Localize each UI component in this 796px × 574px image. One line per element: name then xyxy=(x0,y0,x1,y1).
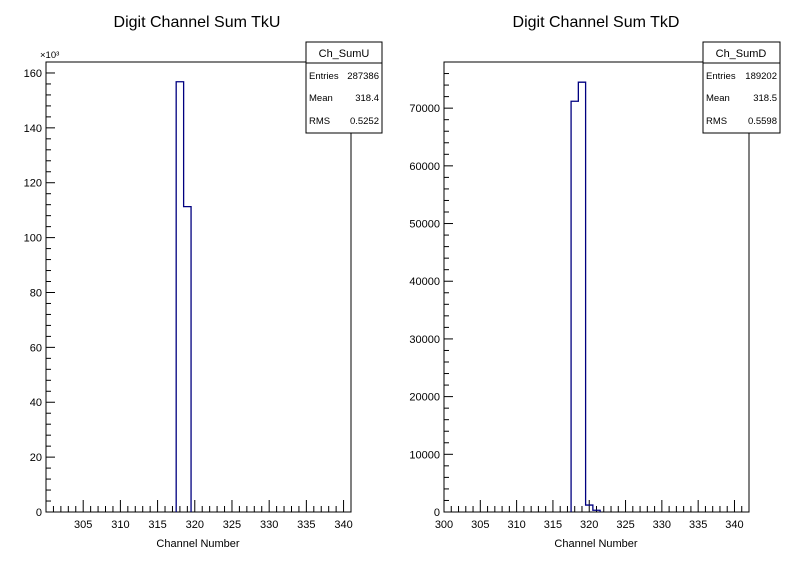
x-tick-label: 325 xyxy=(616,519,634,531)
x-tick-label: 305 xyxy=(74,519,92,531)
histogram-outline xyxy=(570,81,601,512)
stats-label-mean-tkd: Mean xyxy=(706,93,730,104)
stats-value-entries-tkd: 189202 xyxy=(745,71,777,82)
x-tick-label: 340 xyxy=(725,519,743,531)
stats-label-entries-tku: Entries xyxy=(309,71,339,82)
chart-title-tkd: Digit Channel Sum TkD xyxy=(513,14,680,31)
y-tick-label: 10000 xyxy=(409,449,440,461)
histogram-bin xyxy=(571,101,578,512)
chart-title-tku: Digit Channel Sum TkU xyxy=(114,14,281,31)
stats-value-rms-tku: 0.5252 xyxy=(350,116,379,127)
stats-box-name-tku: Ch_SumU xyxy=(319,48,370,60)
y-tick-label: 0 xyxy=(434,507,440,519)
y-axis-ticks-tkd: 0 10000 20000 30000 40000 50000 60000 70000 xyxy=(409,61,453,519)
plot-frame-tku xyxy=(45,61,352,513)
y-tick-label: 100 xyxy=(24,233,42,245)
x-tick-label: 320 xyxy=(580,519,598,531)
x-tick-label: 315 xyxy=(544,519,562,531)
x-tick-label: 315 xyxy=(148,519,166,531)
x-tick-label: 335 xyxy=(689,519,707,531)
y-tick-label: 160 xyxy=(24,68,42,80)
histogram-bin xyxy=(176,82,183,512)
y-axis-ticks-tku: 0 20 40 60 80 100 120 140 160 xyxy=(24,61,55,519)
histogram-panel-tku: Digit Channel Sum TkU 305 310 315 320 325 330… xyxy=(24,14,383,550)
y-tick-label: 0 xyxy=(36,507,42,519)
y-tick-label: 120 xyxy=(24,178,42,190)
stats-label-entries-tkd: Entries xyxy=(706,71,736,82)
x-axis-title-tku: Channel Number xyxy=(156,538,239,550)
x-tick-label: 330 xyxy=(653,519,671,531)
y-tick-label: 40 xyxy=(30,397,42,409)
stats-box-tkd: Ch_SumD Entries 189202 Mean 318.5 RMS 0.… xyxy=(702,41,781,134)
y-tick-label: 60 xyxy=(30,342,42,354)
histogram-outline xyxy=(175,81,192,512)
stats-box-frame-tkd xyxy=(702,41,781,134)
y-tick-label: 40000 xyxy=(409,276,440,288)
stats-box-frame-tku xyxy=(305,41,383,134)
histogram-bin xyxy=(184,207,191,512)
stats-value-entries-tku: 287386 xyxy=(347,71,379,82)
stats-box-name-tkd: Ch_SumD xyxy=(716,48,767,60)
histogram-panel-tkd: Digit Channel Sum TkD 300 305 310 315 320 325… xyxy=(409,14,781,550)
stats-value-mean-tkd: 318.5 xyxy=(753,93,777,104)
x-axis-ticks-tkd: 300 305 310 315 320 325 330 335 340 xyxy=(435,500,750,531)
x-tick-label: 300 xyxy=(435,519,453,531)
stats-label-rms-tkd: RMS xyxy=(706,116,727,127)
x-tick-label: 340 xyxy=(334,519,352,531)
x-tick-label: 325 xyxy=(223,519,241,531)
x-axis-ticks-tku: 305 310 315 320 325 330 335 340 xyxy=(45,500,353,531)
histogram-bins-tkd xyxy=(570,81,601,512)
y-tick-label: 70000 xyxy=(409,103,440,115)
x-tick-label: 330 xyxy=(260,519,278,531)
stats-value-mean-tku: 318.4 xyxy=(355,93,379,104)
y-tick-label: 80 xyxy=(30,287,42,299)
y-tick-label: 50000 xyxy=(409,219,440,231)
histogram-bin xyxy=(578,82,585,512)
stats-box-tku: Ch_SumU Entries 287386 Mean 318.4 RMS 0.… xyxy=(305,41,383,134)
stats-value-rms-tkd: 0.5598 xyxy=(748,116,777,127)
y-tick-label: 140 xyxy=(24,123,42,135)
stats-label-rms-tku: RMS xyxy=(309,116,330,127)
x-tick-label: 305 xyxy=(471,519,489,531)
y-tick-label: 20 xyxy=(30,452,42,464)
y-tick-label: 30000 xyxy=(409,334,440,346)
y-tick-label: 60000 xyxy=(409,161,440,173)
x-tick-label: 335 xyxy=(297,519,315,531)
stats-label-mean-tku: Mean xyxy=(309,93,333,104)
x-tick-label: 320 xyxy=(186,519,204,531)
x-tick-label: 310 xyxy=(507,519,525,531)
x-tick-label: 310 xyxy=(111,519,129,531)
y-tick-label: 20000 xyxy=(409,392,440,404)
x-axis-title-tkd: Channel Number xyxy=(554,538,637,550)
histogram-bins-tku xyxy=(175,81,192,512)
y-axis-exponent-tku: ×10³ xyxy=(40,50,59,61)
